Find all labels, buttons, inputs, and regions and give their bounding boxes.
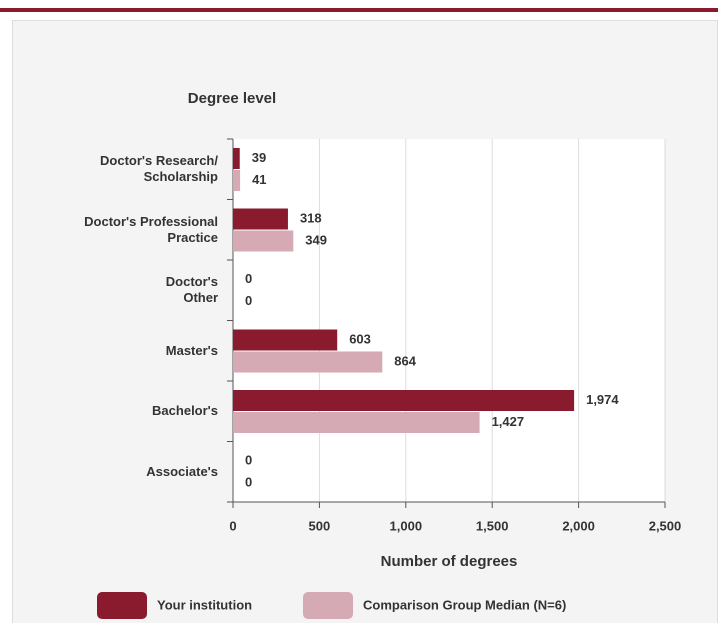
value-label: 864 xyxy=(394,353,416,368)
value-label: 0 xyxy=(245,452,252,467)
value-label: 0 xyxy=(245,474,252,489)
value-label: 0 xyxy=(245,271,252,286)
value-label: 39 xyxy=(252,150,266,165)
y-tick-label: Bachelor's xyxy=(152,403,218,419)
y-tick-label: Doctor's Other xyxy=(165,274,218,306)
legend-label: Comparison Group Median (N=6) xyxy=(363,597,566,612)
x-tick-label: 1,500 xyxy=(476,518,509,533)
x-axis-title: Number of degrees xyxy=(381,553,518,570)
x-tick-label: 1,000 xyxy=(390,518,423,533)
x-tick-label: 2,000 xyxy=(562,518,595,533)
bar xyxy=(233,351,383,373)
legend-swatch xyxy=(303,592,353,619)
value-label: 603 xyxy=(349,331,371,346)
plot-area xyxy=(233,139,665,502)
bar xyxy=(233,329,338,351)
y-tick-label: Associate's xyxy=(146,463,218,479)
bar xyxy=(233,230,294,252)
y-tick-label: Doctor's Professional Practice xyxy=(84,213,218,245)
bar xyxy=(233,412,480,433)
bar xyxy=(233,390,575,411)
value-label: 41 xyxy=(252,172,266,187)
y-tick-label: Master's xyxy=(165,342,218,358)
bar xyxy=(233,148,240,169)
value-label: 1,427 xyxy=(492,414,525,429)
x-tick-label: 500 xyxy=(309,518,331,533)
value-label: 318 xyxy=(300,210,322,225)
value-label: 349 xyxy=(305,232,327,247)
legend-label: Your institution xyxy=(157,597,252,612)
y-tick-label: Doctor's Research/ Scholarship xyxy=(100,153,218,185)
top-bar xyxy=(0,8,718,12)
bar xyxy=(233,208,288,230)
legend-swatch xyxy=(97,592,147,619)
bar xyxy=(233,170,241,191)
x-tick-label: 2,500 xyxy=(649,518,682,533)
value-label: 1,974 xyxy=(586,392,619,407)
value-label: 0 xyxy=(245,293,252,308)
y-axis-title: Degree level xyxy=(188,90,276,107)
x-tick-label: 0 xyxy=(229,518,236,533)
